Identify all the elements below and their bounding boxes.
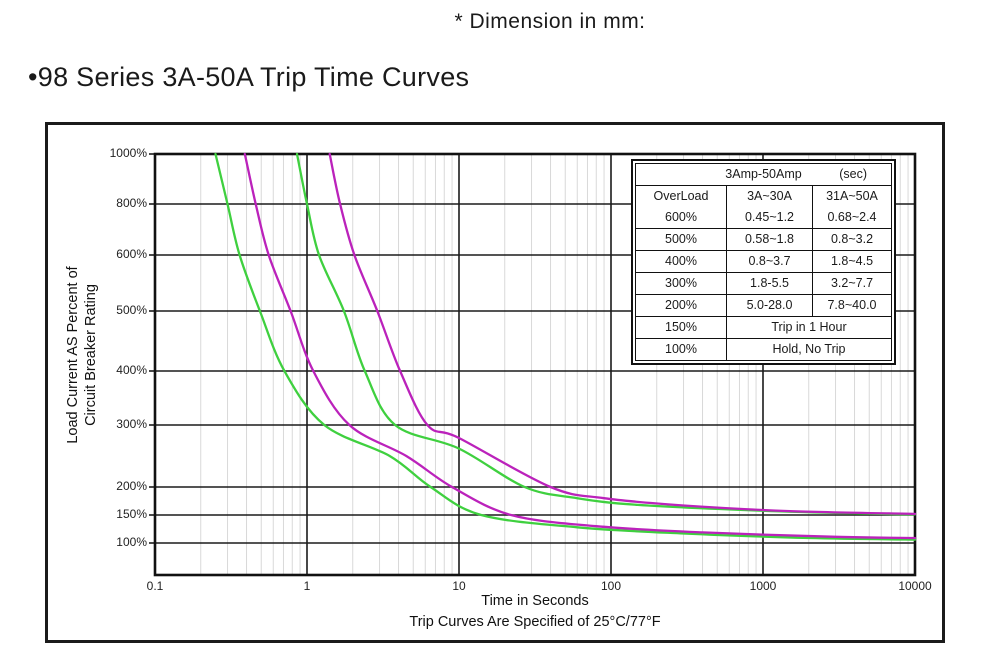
spec-table-column-header: 31A~50A bbox=[812, 186, 891, 207]
spec-table-column-header: OverLoad bbox=[653, 189, 709, 203]
table-row: 100% Hold, No Trip bbox=[636, 338, 891, 360]
y-tick-label: 1000% bbox=[109, 146, 147, 160]
table-cell: 150% bbox=[665, 320, 697, 334]
table-row: 200% 5.0-28.0 7.8~40.0 bbox=[636, 294, 891, 316]
x-tick-label: 100 bbox=[600, 579, 622, 593]
dimension-note: * Dimension in mm: bbox=[454, 10, 646, 33]
page-title: •98 Series 3A-50A Trip Time Curves bbox=[28, 62, 470, 92]
spec-table-column-header: 3A~30A bbox=[726, 186, 812, 207]
spec-table-inner: 3Amp-50Amp (sec) OverLoad 3A~30A 31A~50A 6… bbox=[635, 163, 892, 361]
y-tick-label: 300% bbox=[116, 417, 147, 431]
table-row: 500% 0.58~1.8 0.8~3.2 bbox=[636, 228, 891, 250]
table-cell: 0.45~1.2 bbox=[726, 207, 812, 228]
table-cell: 5.0-28.0 bbox=[726, 295, 812, 316]
spec-table-unit: (sec) bbox=[839, 167, 867, 181]
table-row: 300% 1.8-5.5 3.2~7.7 bbox=[636, 272, 891, 294]
chart-footnote: Trip Curves Are Specified of 25°C/77°F bbox=[409, 614, 661, 630]
plot-canvas bbox=[149, 152, 917, 577]
table-cell: 1.8-5.5 bbox=[726, 273, 812, 294]
table-cell: 600% bbox=[665, 210, 697, 224]
x-tick-label: 1000 bbox=[749, 579, 777, 593]
table-cell: 200% bbox=[665, 298, 697, 312]
x-tick-label: 0.1 bbox=[146, 579, 164, 593]
y-axis-title: Load Current AS Percent of Circuit Break… bbox=[64, 195, 100, 515]
curve-31a-50a-max-trip bbox=[328, 152, 917, 516]
y-axis-title-line2: Circuit Breaker Rating bbox=[83, 284, 99, 426]
table-row: 600% 0.45~1.2 0.68~2.4 bbox=[636, 207, 891, 228]
plot-border bbox=[153, 152, 917, 577]
table-cell: 300% bbox=[665, 276, 697, 290]
table-cell: 0.68~2.4 bbox=[812, 207, 891, 228]
y-tick-label: 500% bbox=[116, 303, 147, 317]
spec-table: 3Amp-50Amp (sec) OverLoad 3A~30A 31A~50A 6… bbox=[631, 159, 896, 365]
table-cell: 400% bbox=[665, 254, 697, 268]
spec-table-header: 3Amp-50Amp (sec) bbox=[636, 164, 891, 185]
spec-table-column-headers: OverLoad 3A~30A 31A~50A bbox=[636, 185, 891, 207]
y-tick-label: 100% bbox=[116, 535, 147, 549]
y-tick-label: 200% bbox=[116, 479, 147, 493]
y-axis-title-line1: Load Current AS Percent of bbox=[65, 266, 81, 444]
table-row: 150% Trip in 1 Hour bbox=[636, 316, 891, 338]
table-cell: 100% bbox=[665, 342, 697, 356]
x-tick-label: 10000 bbox=[898, 579, 932, 593]
table-cell: 7.8~40.0 bbox=[812, 295, 891, 316]
table-cell: Hold, No Trip bbox=[726, 339, 891, 360]
table-cell: 3.2~7.7 bbox=[812, 273, 891, 294]
y-tick-label: 400% bbox=[116, 363, 147, 377]
x-axis-title: Time in Seconds bbox=[481, 593, 589, 609]
x-tick-label: 1 bbox=[303, 579, 311, 593]
table-cell: 0.8~3.2 bbox=[812, 229, 891, 250]
x-tick-label: 10 bbox=[452, 579, 466, 593]
table-cell: Trip in 1 Hour bbox=[726, 317, 891, 338]
table-row: 400% 0.8~3.7 1.8~4.5 bbox=[636, 250, 891, 272]
spec-table-body: 600% 0.45~1.2 0.68~2.4 500% 0.58~1.8 0.8~3.2 4… bbox=[636, 207, 891, 360]
table-cell: 0.8~3.7 bbox=[726, 251, 812, 272]
table-cell: 500% bbox=[665, 232, 697, 246]
y-tick-label: 600% bbox=[116, 247, 147, 261]
y-tick-label: 150% bbox=[116, 507, 147, 521]
table-cell: 0.58~1.8 bbox=[726, 229, 812, 250]
curve-31a-50a-min-trip bbox=[243, 152, 917, 540]
table-cell: 1.8~4.5 bbox=[812, 251, 891, 272]
curve-3a-30a-min-trip bbox=[214, 152, 917, 541]
trip-time-chart: Load Current AS Percent of Circuit Break… bbox=[45, 122, 945, 643]
y-tick-label: 800% bbox=[116, 196, 147, 210]
spec-table-title: 3Amp-50Amp bbox=[725, 167, 802, 181]
